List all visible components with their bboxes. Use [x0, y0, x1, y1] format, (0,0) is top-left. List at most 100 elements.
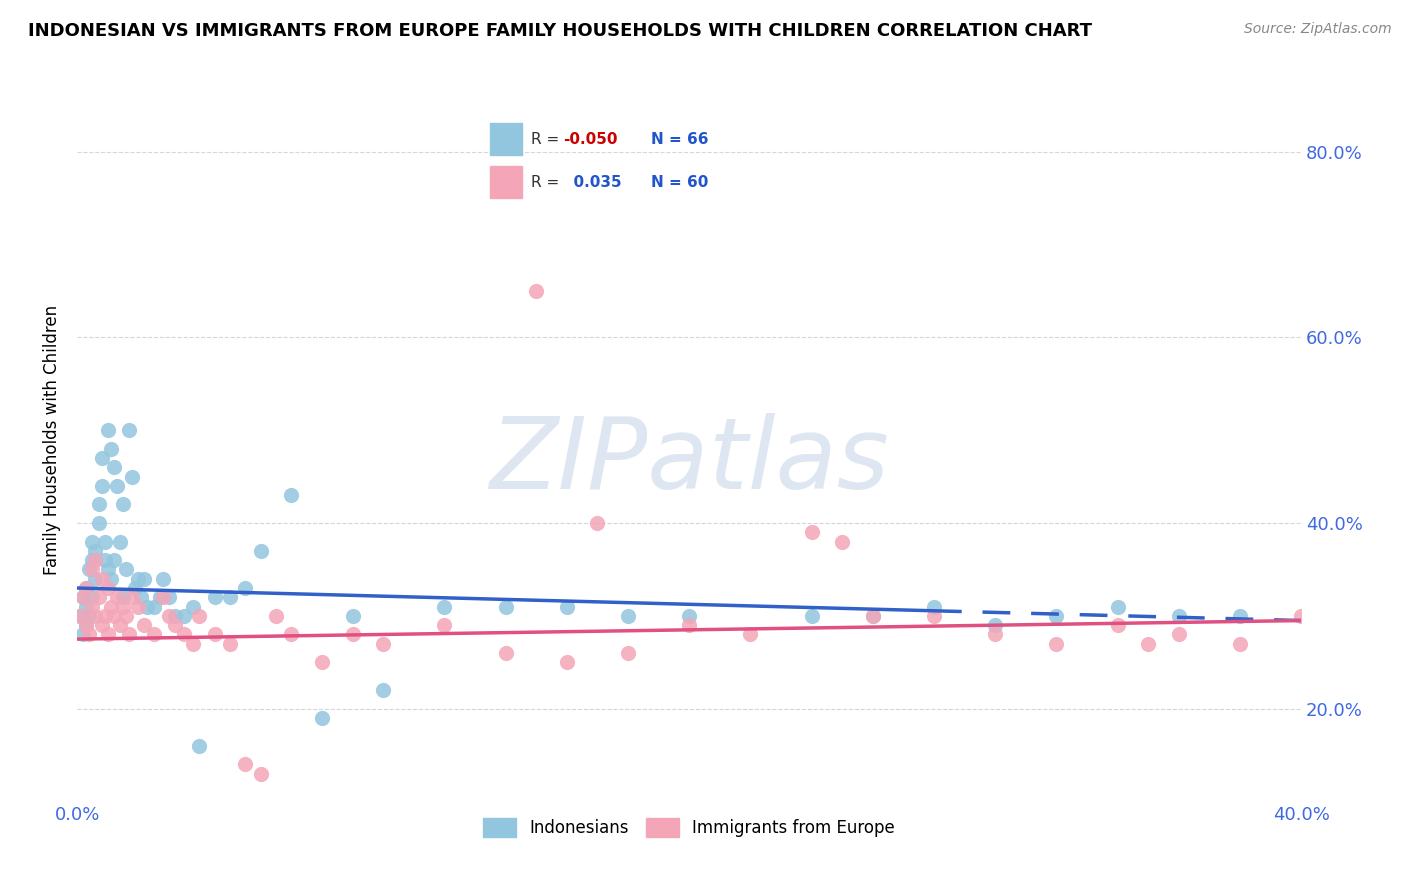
Point [495, 599, 517, 614]
Point [183, 637, 205, 651]
Point [433, 599, 456, 614]
Point [280, 627, 302, 641]
Point [127, 572, 149, 586]
Point [111, 591, 134, 605]
Point [163, 618, 186, 632]
Point [93, 534, 115, 549]
Point [188, 739, 211, 753]
Point [264, 608, 287, 623]
Point [111, 599, 134, 614]
Legend: Indonesians, Immigrants from Europe: Indonesians, Immigrants from Europe [477, 812, 901, 844]
Point [204, 591, 226, 605]
Point [173, 627, 195, 641]
Text: Source: ZipAtlas.com: Source: ZipAtlas.com [1244, 22, 1392, 37]
Point [87, 498, 110, 512]
Point [984, 627, 1007, 641]
Point [84, 544, 107, 558]
Point [371, 683, 394, 698]
Point [1107, 599, 1129, 614]
Point [495, 646, 517, 660]
Point [922, 608, 945, 623]
Point [235, 757, 257, 772]
Point [127, 599, 149, 614]
Point [173, 608, 195, 623]
Point [586, 516, 609, 530]
Point [115, 562, 138, 576]
Point [82, 562, 104, 576]
Point [1045, 608, 1067, 623]
Point [204, 627, 226, 641]
Point [183, 599, 205, 614]
Point [235, 581, 257, 595]
Point [800, 525, 823, 540]
Point [87, 516, 110, 530]
Point [103, 460, 125, 475]
Point [280, 488, 302, 502]
Point [69, 608, 91, 623]
Point [678, 608, 700, 623]
Point [118, 423, 141, 437]
Point [118, 627, 141, 641]
Point [136, 599, 159, 614]
Point [1167, 608, 1189, 623]
Point [97, 627, 120, 641]
Point [371, 637, 394, 651]
Point [219, 637, 242, 651]
Point [105, 479, 128, 493]
Point [97, 581, 120, 595]
Point [93, 608, 115, 623]
Point [100, 599, 122, 614]
Point [524, 284, 547, 298]
Point [93, 553, 115, 567]
Point [100, 442, 122, 456]
Point [152, 572, 174, 586]
Point [433, 618, 456, 632]
Point [149, 591, 172, 605]
Point [134, 572, 156, 586]
Point [1045, 637, 1067, 651]
Point [111, 498, 134, 512]
Point [1167, 627, 1189, 641]
Point [103, 608, 125, 623]
Point [90, 572, 112, 586]
Point [152, 591, 174, 605]
Point [617, 646, 640, 660]
Point [90, 618, 112, 632]
Point [1137, 637, 1160, 651]
Point [69, 608, 91, 623]
Point [555, 599, 578, 614]
Point [108, 534, 131, 549]
Point [84, 553, 107, 567]
Point [115, 608, 138, 623]
Point [105, 591, 128, 605]
Point [984, 618, 1007, 632]
Point [1229, 608, 1251, 623]
Point [188, 608, 211, 623]
Point [90, 479, 112, 493]
Point [555, 656, 578, 670]
Point [75, 581, 97, 595]
Point [249, 766, 271, 780]
Point [82, 534, 104, 549]
Point [87, 591, 110, 605]
Point [1107, 618, 1129, 632]
Point [72, 591, 94, 605]
Point [79, 562, 101, 576]
Point [100, 572, 122, 586]
Point [157, 608, 180, 623]
Point [142, 627, 165, 641]
Point [108, 618, 131, 632]
Point [97, 423, 120, 437]
Point [75, 581, 97, 595]
Point [862, 608, 884, 623]
Point [1229, 637, 1251, 651]
Point [163, 608, 186, 623]
Point [831, 534, 853, 549]
Point [157, 591, 180, 605]
Point [84, 608, 107, 623]
Point [800, 608, 823, 623]
Point [75, 599, 97, 614]
Point [249, 544, 271, 558]
Text: ZIPatlas: ZIPatlas [489, 413, 889, 509]
Point [134, 618, 156, 632]
